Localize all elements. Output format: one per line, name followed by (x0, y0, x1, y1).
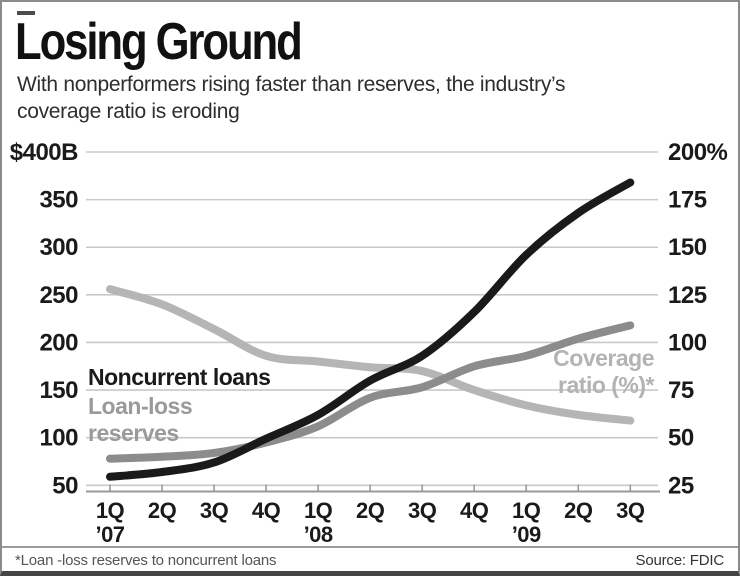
svg-text:3Q: 3Q (408, 498, 437, 523)
series-label-noncurrent: Noncurrent loans (88, 364, 271, 390)
footer-divider (2, 546, 738, 548)
figure-title: Losing Ground (15, 13, 303, 71)
series-label-loan-loss-reserves: Loan-loss reserves (88, 393, 193, 446)
svg-text:’08: ’08 (304, 522, 333, 547)
source-credit: Source: FDIC (635, 552, 725, 569)
svg-text:350: 350 (39, 187, 78, 214)
svg-text:4Q: 4Q (252, 498, 281, 523)
svg-text:3Q: 3Q (200, 498, 229, 523)
svg-text:125: 125 (668, 282, 707, 309)
svg-text:200%: 200% (668, 139, 728, 166)
svg-text:200: 200 (39, 329, 78, 356)
svg-text:2Q: 2Q (148, 498, 177, 523)
svg-text:$400B: $400B (10, 139, 78, 166)
svg-text:250: 250 (39, 282, 78, 309)
svg-text:2Q: 2Q (564, 498, 593, 523)
svg-text:50: 50 (668, 425, 694, 452)
series-label-coverage-ratio: Coverage ratio (%)* (553, 345, 654, 398)
svg-text:100: 100 (39, 425, 78, 452)
svg-text:4Q: 4Q (460, 498, 489, 523)
svg-text:1Q: 1Q (304, 498, 333, 523)
svg-text:1Q: 1Q (512, 498, 541, 523)
svg-text:25: 25 (668, 472, 694, 499)
svg-text:75: 75 (668, 377, 694, 404)
svg-text:100: 100 (668, 329, 707, 356)
svg-text:’07: ’07 (95, 522, 124, 547)
svg-text:175: 175 (668, 187, 707, 214)
footnote: *Loan -loss reserves to noncurrent loans (15, 552, 277, 569)
svg-text:1Q: 1Q (96, 498, 125, 523)
top-left-dash (17, 11, 35, 15)
figure-subtitle: With nonperformers rising faster than re… (17, 73, 566, 123)
svg-text:150: 150 (668, 234, 707, 261)
svg-text:3Q: 3Q (616, 498, 645, 523)
svg-text:’09: ’09 (512, 522, 541, 547)
svg-text:150: 150 (39, 377, 78, 404)
svg-text:300: 300 (39, 234, 78, 261)
svg-text:50: 50 (52, 472, 78, 499)
svg-text:2Q: 2Q (356, 498, 385, 523)
